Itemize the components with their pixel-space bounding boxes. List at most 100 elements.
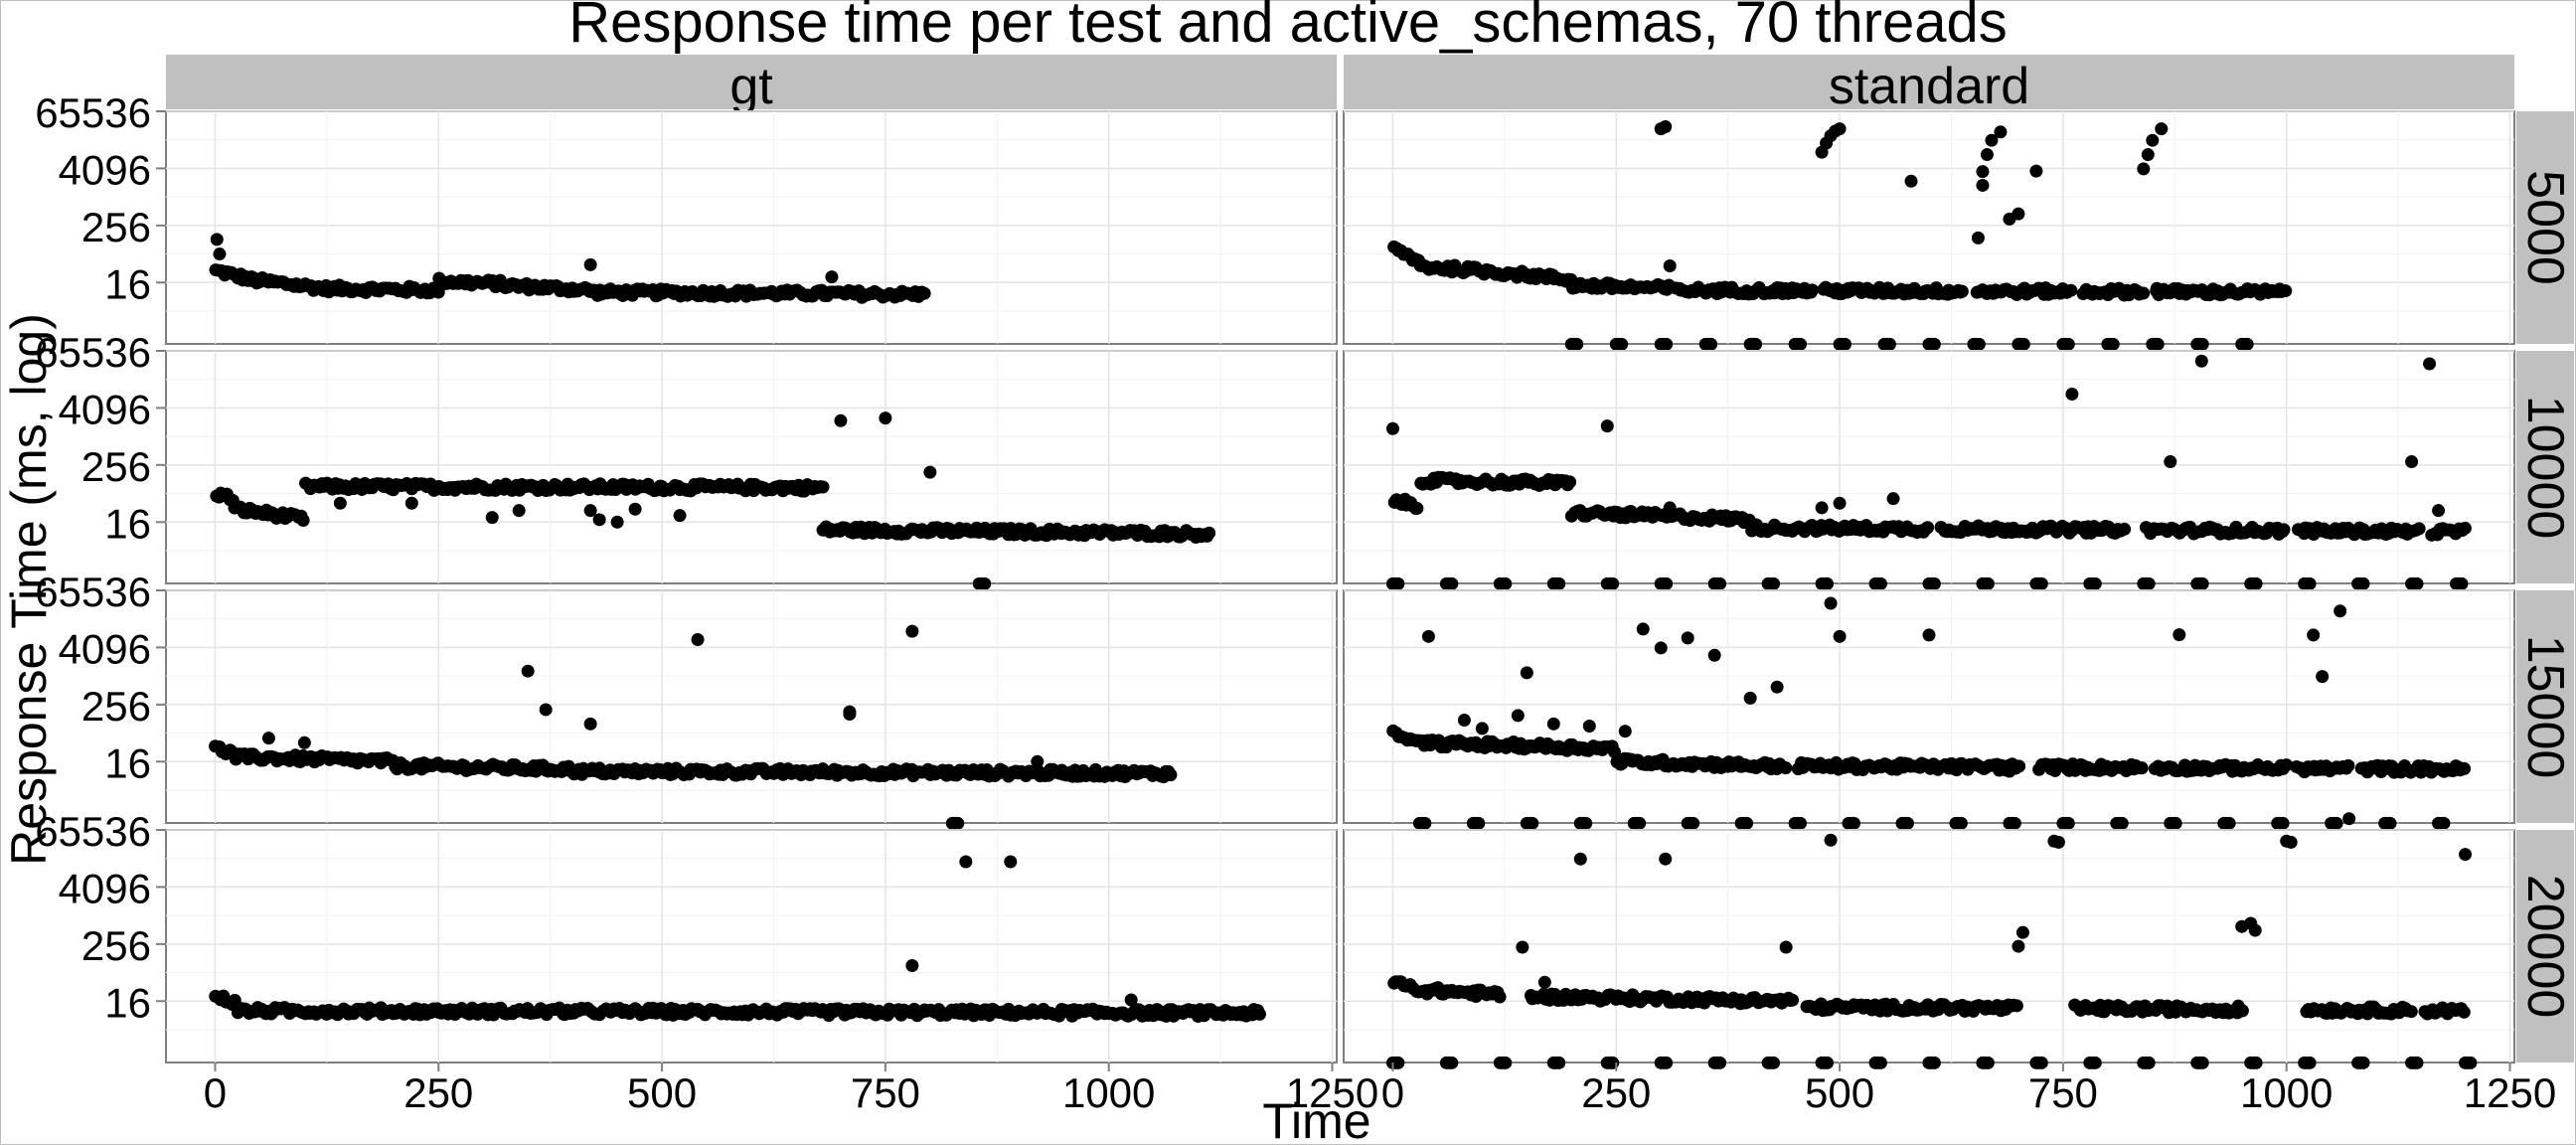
data-point <box>1954 816 1968 830</box>
data-point <box>1493 990 1507 1004</box>
panel-frame <box>1343 350 2515 584</box>
data-point <box>2404 1005 2418 1019</box>
data-point <box>1552 1056 1566 1069</box>
data-point <box>1976 178 1990 192</box>
data-point <box>2146 133 2160 147</box>
y-tick-label: 16 <box>104 260 151 307</box>
facet-label-row-20000: 20000 <box>2516 875 2574 1019</box>
data-point <box>1499 1056 1513 1069</box>
data-point <box>2356 1056 2370 1069</box>
y-tick-label: 65536 <box>35 89 151 136</box>
data-point <box>1573 852 1587 866</box>
data-point <box>1882 337 1896 351</box>
data-point <box>1806 283 1820 297</box>
data-point <box>2012 939 2025 953</box>
data-point <box>2064 283 2078 297</box>
data-point <box>2280 758 2294 772</box>
data-point <box>1511 709 1525 723</box>
data-point <box>2455 576 2469 590</box>
data-points <box>209 233 931 304</box>
data-point <box>2029 164 2043 178</box>
data-point <box>1526 816 1539 830</box>
data-point <box>2284 835 2298 849</box>
data-point <box>1385 421 1399 435</box>
data-point <box>905 624 919 638</box>
data-point <box>1391 576 1405 590</box>
data-point <box>297 736 311 749</box>
x-tick-label: 500 <box>1805 1069 1874 1116</box>
facet-strip-row-5000 <box>2516 111 2574 344</box>
data-point <box>1749 337 1763 351</box>
data-points <box>209 624 1178 830</box>
x-tick-label: 1000 <box>2240 1069 2333 1116</box>
data-point <box>512 504 526 518</box>
facet-strip-row-20000 <box>2516 830 2574 1063</box>
data-point <box>1713 1056 1727 1069</box>
data-point <box>1833 629 1847 643</box>
data-point <box>2412 522 2426 536</box>
data-point <box>1981 576 1995 590</box>
data-point <box>2356 576 2370 590</box>
data-point <box>1633 816 1647 830</box>
data-point <box>2169 816 2182 830</box>
data-point <box>843 708 857 722</box>
data-point <box>1600 419 1614 433</box>
panel-frame <box>165 350 1338 584</box>
data-point <box>592 513 606 527</box>
data-point <box>1976 165 1990 179</box>
y-tick-label: 65536 <box>35 569 151 615</box>
data-point <box>1660 576 1674 590</box>
data-point <box>2334 604 2347 618</box>
data-point <box>2316 670 2330 684</box>
x-tick-label: 750 <box>851 1069 920 1116</box>
data-point <box>2010 999 2023 1013</box>
data-point <box>2106 337 2120 351</box>
data-point <box>1582 719 1596 733</box>
data-point <box>2061 816 2075 830</box>
data-point <box>2303 576 2317 590</box>
data-point <box>1847 816 1860 830</box>
data-point <box>2142 576 2156 590</box>
data-point <box>1410 501 1424 515</box>
x-tick-label: 750 <box>2028 1069 2098 1116</box>
data-point <box>1794 337 1808 351</box>
data-point <box>1203 526 1216 540</box>
data-point <box>2303 1056 2317 1069</box>
data-point <box>583 717 597 731</box>
data-point <box>1663 258 1677 272</box>
data-point <box>1922 628 1936 642</box>
panel-frame <box>1343 589 2515 824</box>
facet-strip-gt <box>166 55 1337 109</box>
data-point <box>2410 576 2424 590</box>
data-point <box>1842 281 1855 295</box>
data-point <box>1418 816 1432 830</box>
y-tick-label: 4096 <box>59 386 151 432</box>
data-point <box>1955 284 1969 298</box>
data-point <box>1660 1056 1674 1069</box>
data-point <box>1124 993 1138 1007</box>
data-point <box>1687 816 1700 830</box>
y-tick-label: 4096 <box>59 865 151 911</box>
data-point <box>1546 717 1560 731</box>
chart-title: Response time per test and active_schema… <box>568 0 2008 55</box>
panel-frame <box>165 589 1338 824</box>
data-point <box>951 816 965 830</box>
x-tick-label: 1000 <box>1062 1069 1155 1116</box>
data-point <box>1838 337 1852 351</box>
y-tick-label: 16 <box>104 979 151 1026</box>
data-point <box>1981 1056 1995 1069</box>
data-point <box>1579 816 1593 830</box>
panel-gt-15000 <box>165 589 1338 830</box>
data-point <box>1659 120 1673 134</box>
panels-layer: gt standard 5000 10000 15000 20000 <box>165 55 2574 1069</box>
y-tick-label: 4096 <box>59 625 151 672</box>
data-point <box>2437 816 2451 830</box>
data-point <box>261 732 275 745</box>
x-tick-label: 250 <box>1581 1069 1651 1116</box>
data-point <box>1904 174 1918 188</box>
data-point <box>2173 628 2186 642</box>
data-point <box>2423 357 2437 371</box>
data-point <box>2342 812 2356 826</box>
data-points <box>1385 833 2478 1069</box>
x-tick-label: 1250 <box>2464 1069 2556 1116</box>
